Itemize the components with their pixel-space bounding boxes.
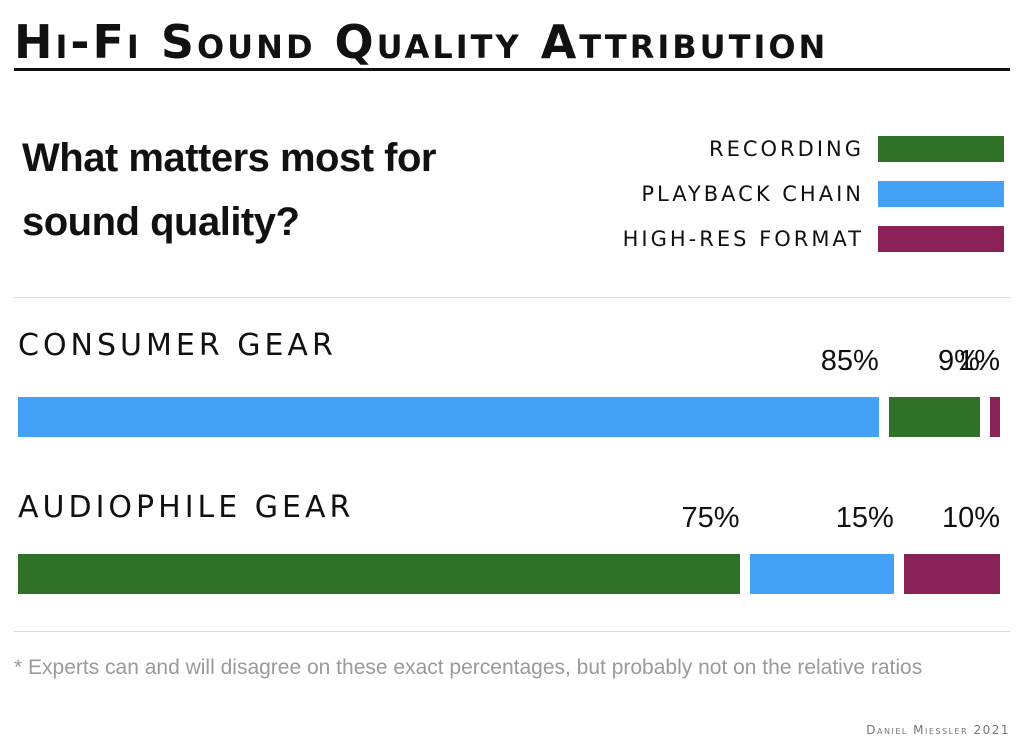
legend-swatch-high-res-format (878, 225, 1004, 252)
bar-high-res-format (903, 554, 1000, 594)
bar-row-audiophile-gear: 75% 15% 10% (18, 502, 1000, 594)
bar-value-label-high-res-format: 1% (958, 345, 1000, 377)
bar-value-label-recording: 9% (937, 345, 980, 377)
legend-label-recording: RECORDING (709, 136, 864, 161)
bar-playback-chain (749, 554, 894, 594)
legend-swatch-playback-chain (878, 180, 1004, 207)
group-title-consumer-gear: CONSUMER GEAR (18, 328, 337, 363)
divider-top (14, 297, 1010, 298)
credit: Daniel Miessler 2021 (866, 723, 1010, 737)
bar-playback-chain (18, 397, 879, 437)
legend-swatch-recording (878, 135, 1004, 162)
bar-value-label-playback-chain: 85% (820, 345, 879, 377)
bar-recording (888, 397, 980, 437)
bar-value-label-playback-chain: 15% (835, 502, 894, 534)
legend-item-playback-chain: PLAYBACK CHAIN (623, 171, 1004, 216)
legend-label-playback-chain: PLAYBACK CHAIN (641, 181, 864, 206)
legend-item-recording: RECORDING (623, 126, 1004, 171)
group-title-audiophile-gear: AUDIOPHILE GEAR (18, 490, 355, 525)
divider-bottom (14, 631, 1010, 632)
legend: RECORDING PLAYBACK CHAIN HIGH-RES FORMAT (623, 126, 1004, 261)
title-underline (14, 68, 1010, 71)
legend-label-high-res-format: HIGH-RES FORMAT (622, 226, 864, 251)
bar-high-res-format (989, 397, 1000, 437)
page-title: Hi-Fi Sound Quality Attribution (14, 15, 829, 69)
bar-row-consumer-gear: 85% 9% 1% (18, 345, 1000, 437)
footnote: * Experts can and will disagree on these… (14, 656, 923, 679)
bar-value-label-high-res-format: 10% (941, 502, 1000, 534)
legend-item-high-res-format: HIGH-RES FORMAT (623, 216, 1004, 261)
bar-recording (18, 554, 740, 594)
chart-question: What matters most for sound quality? (22, 136, 437, 244)
bar-value-label-recording: 75% (681, 502, 740, 534)
